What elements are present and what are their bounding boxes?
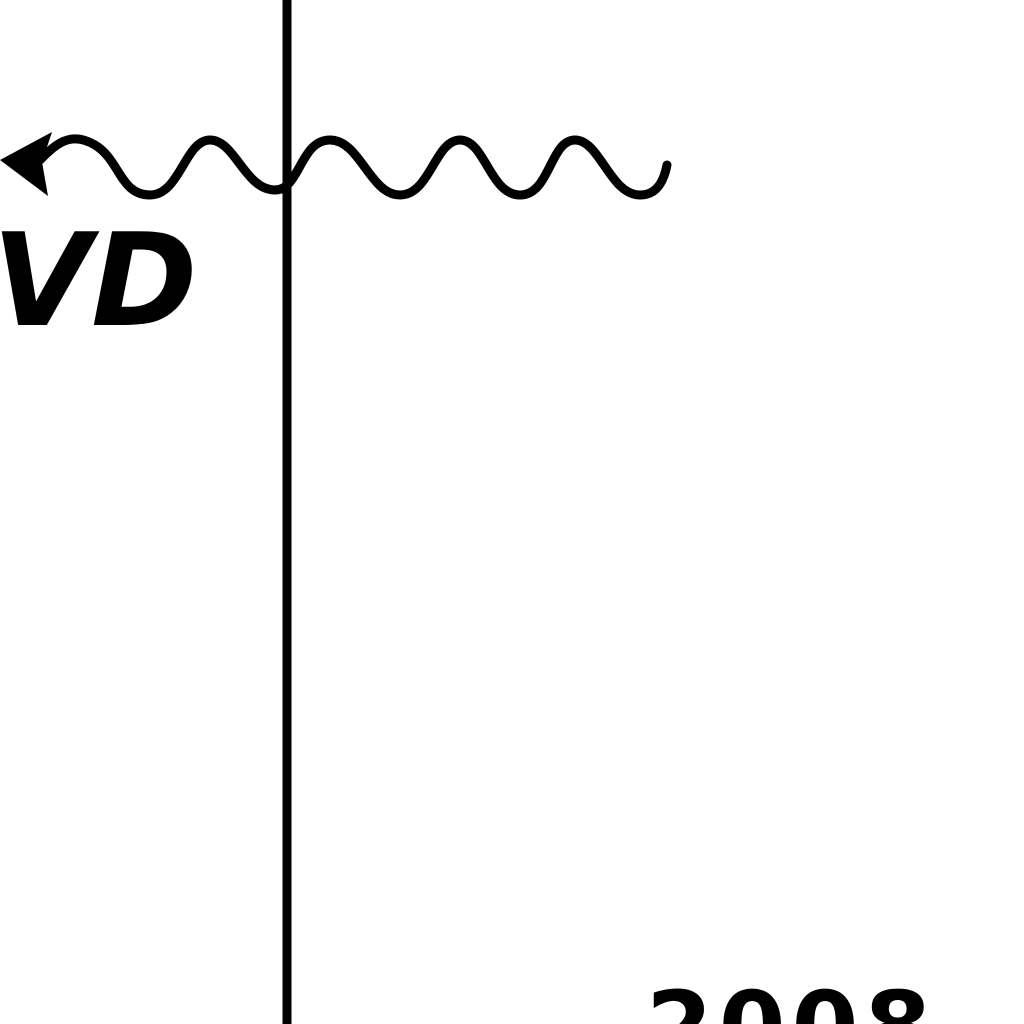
arrowhead-left <box>0 132 52 196</box>
bottom-label-fragment: 2008 <box>646 971 937 1024</box>
wave-path <box>35 134 672 200</box>
left-label-fragment: VD <box>0 207 197 356</box>
wavy-arrow-icon <box>0 132 672 200</box>
